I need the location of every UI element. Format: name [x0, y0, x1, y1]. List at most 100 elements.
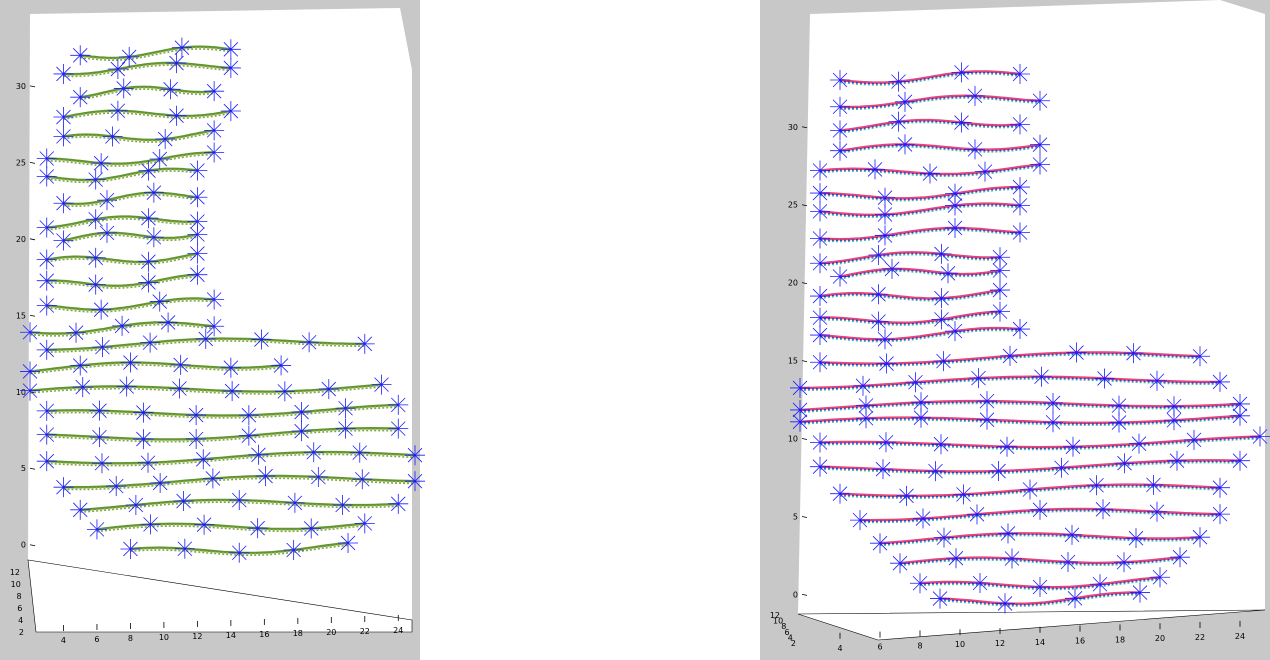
contour-trace — [63, 111, 232, 119]
asterisk-marker — [1210, 504, 1230, 525]
asterisk-marker — [938, 263, 958, 284]
asterisk-marker — [36, 424, 57, 445]
asterisk-marker — [1030, 154, 1050, 175]
asterisk-marker — [354, 513, 375, 534]
asterisk-marker — [66, 322, 87, 343]
contour-trace — [799, 401, 1241, 412]
asterisk-marker — [405, 445, 425, 466]
contour-trace — [799, 417, 1241, 426]
right-asterisk-markers — [790, 62, 1270, 614]
asterisk-marker — [990, 260, 1010, 281]
asterisk-marker — [53, 230, 74, 251]
contour-trace — [46, 154, 215, 167]
asterisk-marker — [1123, 343, 1144, 364]
contour-trace — [63, 112, 232, 121]
asterisk-marker — [1190, 346, 1210, 367]
z-tick-label: 15 — [16, 311, 26, 320]
asterisk-marker — [790, 411, 810, 432]
asterisk-marker — [89, 427, 110, 448]
x-tick-label: 8 — [917, 641, 922, 650]
asterisk-marker — [166, 53, 187, 74]
asterisk-marker — [171, 37, 192, 58]
asterisk-marker — [72, 377, 93, 398]
asterisk-marker — [1010, 319, 1030, 340]
asterisk-marker — [20, 322, 40, 343]
asterisk-marker — [36, 166, 57, 187]
contour-trace — [63, 194, 198, 208]
contour-trace — [63, 476, 416, 490]
asterisk-marker — [204, 316, 225, 337]
asterisk-marker — [247, 518, 268, 539]
x-tick-label: 22 — [360, 627, 370, 636]
contour-trace — [839, 269, 1001, 279]
asterisk-marker — [388, 493, 409, 514]
asterisk-marker — [868, 311, 889, 332]
contour-trace — [819, 187, 1020, 201]
asterisk-marker — [36, 249, 57, 270]
asterisk-marker — [933, 351, 954, 372]
asterisk-marker — [222, 381, 243, 402]
asterisk-marker — [204, 81, 225, 102]
z-tick-label: 0 — [21, 541, 26, 550]
contour-trace — [63, 63, 231, 77]
contour-trace — [819, 185, 1020, 200]
y-tick-label: 10 — [773, 617, 783, 626]
z-tick-label: 5 — [21, 464, 26, 473]
contour-trace — [819, 202, 1021, 216]
asterisk-marker — [1090, 574, 1110, 595]
asterisk-marker — [810, 456, 830, 477]
asterisk-marker — [1010, 222, 1030, 243]
asterisk-marker — [102, 126, 123, 147]
z-tick-mark — [801, 360, 808, 362]
asterisk-marker — [251, 329, 272, 350]
asterisk-marker — [970, 572, 990, 593]
contour-trace — [839, 97, 1041, 111]
contour-trace — [819, 229, 1021, 243]
asterisk-marker — [875, 225, 895, 246]
asterisk-marker — [945, 195, 965, 216]
asterisk-marker — [220, 57, 241, 78]
contour-trace — [939, 594, 1141, 607]
asterisk-marker — [91, 153, 112, 174]
asterisk-marker — [810, 286, 830, 307]
z-tick-mark — [801, 282, 808, 285]
asterisk-marker — [873, 459, 893, 480]
x-tick-label: 18 — [1115, 635, 1125, 644]
asterisk-marker — [925, 461, 946, 482]
x-tick-label: 12 — [192, 632, 202, 641]
asterisk-marker — [1109, 412, 1129, 433]
asterisk-marker — [248, 444, 269, 465]
asterisk-marker — [875, 204, 895, 225]
x-tick-label: 14 — [1035, 638, 1045, 647]
asterisk-marker — [140, 332, 161, 353]
asterisk-marker — [299, 332, 320, 353]
x-tick-label: 22 — [1195, 633, 1205, 642]
asterisk-marker — [1147, 501, 1167, 522]
asterisk-marker — [951, 112, 972, 133]
asterisk-marker — [371, 374, 392, 395]
asterisk-marker — [89, 400, 110, 421]
contour-trace — [839, 267, 1001, 278]
z-tick-mark — [29, 161, 36, 164]
asterisk-marker — [1043, 392, 1063, 413]
x-tick-label: 20 — [1155, 634, 1165, 643]
asterisk-marker — [951, 62, 972, 83]
asterisk-marker — [1190, 527, 1210, 548]
asterisk-marker — [36, 295, 57, 316]
asterisk-marker — [187, 187, 208, 208]
contour-trace — [899, 557, 1181, 566]
asterisk-marker — [977, 409, 997, 430]
asterisk-marker — [53, 477, 74, 498]
asterisk-marker — [1210, 477, 1230, 498]
asterisk-marker — [1058, 552, 1078, 573]
z-tick-mark — [801, 594, 808, 596]
asterisk-marker — [911, 407, 931, 428]
asterisk-marker — [1020, 479, 1040, 500]
asterisk-marker — [186, 428, 207, 449]
contour-trace — [46, 429, 399, 443]
asterisk-marker — [91, 299, 112, 320]
x-tick-label: 4 — [61, 636, 66, 645]
asterisk-marker — [1130, 582, 1150, 603]
asterisk-marker — [338, 532, 359, 553]
